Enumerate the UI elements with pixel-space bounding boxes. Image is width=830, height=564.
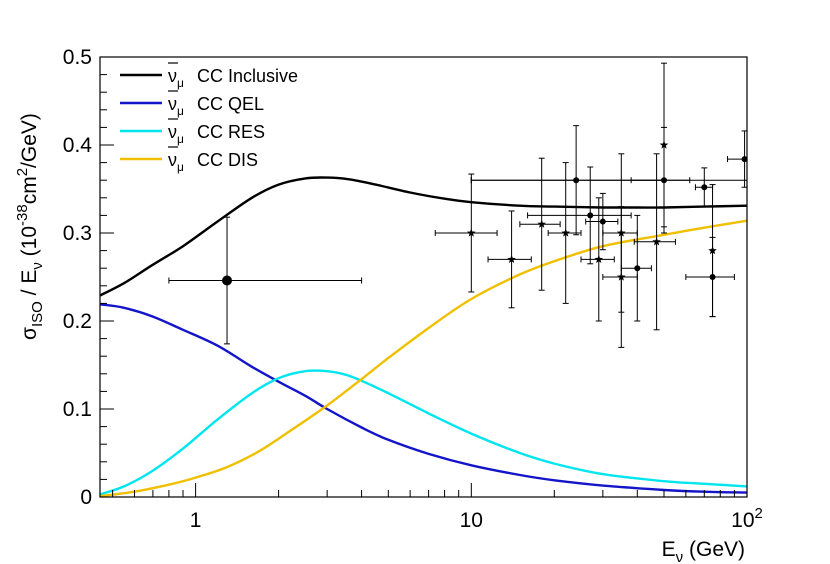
y-tick-label: 0.5	[63, 46, 92, 69]
point-marker-star	[594, 254, 604, 263]
point-marker-circle	[709, 274, 716, 280]
legend-entry-inclusive: νμ CC Inclusive	[120, 62, 298, 90]
series-line-cc-dis	[99, 219, 748, 498]
data-points-layer	[168, 62, 748, 348]
data-point	[727, 130, 748, 188]
data-point	[659, 62, 669, 228]
x-axis-title: Eν (GeV)	[662, 538, 745, 564]
y-tick-label: 0	[80, 486, 92, 509]
legend-entry-dis: νμ CC DIS	[120, 146, 258, 174]
point-marker-circle	[741, 156, 748, 163]
data-point	[547, 162, 582, 304]
y-tick-label: 0.2	[63, 310, 92, 333]
curves-layer	[99, 176, 748, 498]
data-point	[470, 177, 747, 184]
point-marker-circle	[599, 218, 606, 225]
point-marker-star	[652, 237, 661, 246]
legend-entry-qel: νμ CC QEL	[120, 90, 264, 118]
legend-label-res: CC RES	[197, 122, 265, 142]
series-line-cc-res	[99, 369, 748, 496]
data-point	[633, 153, 676, 331]
point-marker-star	[507, 254, 516, 263]
point-marker-star	[659, 140, 669, 149]
y-tick-label: 0.3	[63, 222, 92, 245]
legend-label-inclusive: CC Inclusive	[197, 66, 298, 86]
point-marker-star	[467, 228, 476, 237]
point-marker-circle	[222, 275, 233, 286]
data-point	[580, 197, 615, 322]
point-marker-circle	[634, 265, 641, 272]
y-axis-title: σISO / Eν (10-38cm2/GeV)	[14, 113, 46, 340]
legend: νμ CC Inclusive νμ CC QEL νμ CC RES νμ C…	[120, 62, 298, 174]
data-point	[527, 166, 632, 265]
x-tick-label: 10	[460, 509, 483, 532]
series-line-cc-inclusive	[99, 176, 748, 297]
data-point	[487, 210, 532, 309]
legend-label-qel: CC QEL	[197, 94, 264, 114]
data-point	[585, 192, 619, 251]
x-tick-label: 1	[190, 509, 202, 532]
ticks-layer: 00.10.20.30.40.51 10 102	[63, 46, 763, 532]
data-point	[620, 214, 652, 322]
data-point	[434, 173, 498, 293]
point-marker-star	[617, 272, 626, 281]
x-tick-label-exponent: 2	[755, 505, 763, 522]
point-marker-circle	[701, 184, 708, 191]
legend-label-dis: CC DIS	[197, 150, 258, 170]
y-tick-label: 0.4	[63, 134, 93, 157]
point-marker-circle	[587, 212, 594, 219]
data-point	[168, 216, 363, 345]
data-point	[685, 236, 735, 318]
point-marker-star	[561, 228, 570, 237]
series-line-cc-qel	[99, 303, 748, 494]
y-tick-label: 0.1	[63, 398, 92, 421]
point-marker-star	[537, 219, 546, 228]
plot-frame	[99, 56, 748, 498]
